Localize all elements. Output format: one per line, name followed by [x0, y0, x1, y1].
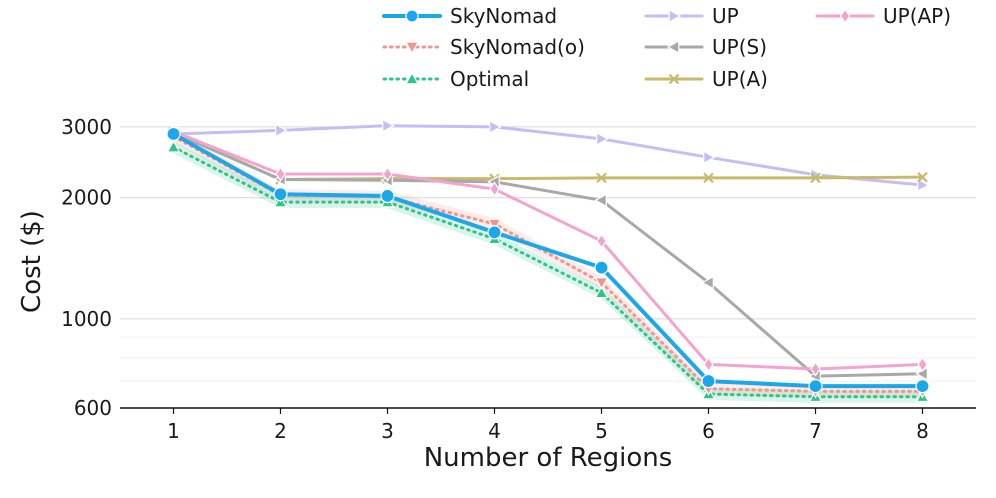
- point-skynomad-o: [487, 218, 502, 232]
- x-tick-label: 7: [809, 419, 822, 443]
- point-skynomad: [487, 225, 502, 240]
- point-up-ap: [382, 166, 393, 182]
- point-up-a: [810, 172, 821, 184]
- point-skynomad: [701, 373, 716, 389]
- line-up-s: [172, 131, 924, 378]
- point-up-a: [703, 172, 714, 184]
- point-skynomad: [594, 260, 609, 275]
- legend-label-skynomad: SkyNomad: [450, 4, 557, 28]
- point-up: [489, 119, 502, 134]
- legend-label-up: UP: [712, 4, 739, 28]
- x-tick-label: 5: [595, 419, 608, 443]
- y-axis-label: Cost ($): [17, 210, 47, 313]
- y-tick-label: 600: [74, 396, 112, 420]
- point-up-s: [701, 275, 714, 290]
- legend-label-up-s: UP(S): [712, 35, 767, 59]
- legend-marker-up-a: [668, 73, 680, 85]
- line-skynomad: [171, 131, 925, 389]
- point-up-ap: [489, 181, 500, 197]
- x-marker-stroke: [810, 172, 821, 184]
- point-skynomad: [915, 379, 930, 394]
- x-marker-stroke: [668, 73, 680, 85]
- x-tick-label: 3: [381, 419, 394, 443]
- legend-marker-optimal: [404, 71, 420, 85]
- series-up: [168, 118, 930, 193]
- y-tick-label: 1000: [61, 307, 112, 331]
- x-marker-stroke: [917, 171, 928, 183]
- x-axis-label: Number of Regions: [424, 443, 673, 473]
- point-up-ap: [596, 233, 607, 249]
- series-layer: [166, 118, 930, 403]
- legend-item-optimal: Optimal: [382, 67, 529, 91]
- legend: SkyNomad SkyNomad(o) Optimal UP UP(S) UP(A) UP…: [382, 4, 951, 91]
- legend-marker-skynomad: [405, 9, 419, 23]
- legend-item-up: UP: [644, 4, 739, 28]
- y-tick-label: 2000: [61, 186, 112, 210]
- series-skynomad: [166, 126, 930, 394]
- legend-marker-skynomad-o: [404, 41, 420, 55]
- point-up: [917, 178, 930, 193]
- line-up-ap: [172, 130, 924, 371]
- point-up: [703, 150, 716, 165]
- legend-marker-up-ap: [839, 8, 851, 24]
- point-optimal: [594, 285, 609, 299]
- band-optimal: [173, 141, 923, 403]
- legend-label-optimal: Optimal: [450, 67, 529, 91]
- x-tick-label: 6: [702, 419, 715, 443]
- point-up-a: [596, 172, 607, 184]
- point-up-ap: [275, 166, 286, 182]
- point-up-ap: [810, 361, 821, 377]
- legend-item-up-ap: UP(AP): [815, 4, 951, 28]
- axis-layer: 1 2 3 4 5 6 7 8 600 1000 2000 3000: [61, 115, 976, 443]
- point-up: [382, 118, 395, 133]
- x-tick-label: 1: [167, 419, 180, 443]
- point-up-s: [594, 193, 607, 208]
- point-up-ap: [703, 356, 714, 373]
- legend-item-up-s: UP(S): [644, 35, 767, 59]
- legend-item-skynomad: SkyNomad: [382, 4, 557, 28]
- grid-layer: [120, 126, 976, 382]
- point-skynomad: [273, 187, 288, 202]
- point-up-a: [917, 171, 928, 183]
- line-skynomad-o: [172, 134, 924, 393]
- x-marker-stroke: [596, 172, 607, 184]
- x-tick-label: 8: [916, 419, 929, 443]
- point-up-ap: [917, 356, 928, 373]
- point-skynomad: [166, 126, 181, 142]
- legend-marker-up-s: [666, 39, 680, 55]
- legend-label-skynomad-o: SkyNomad(o): [450, 35, 585, 59]
- legend-label-up-ap: UP(AP): [883, 4, 951, 28]
- point-skynomad: [808, 379, 823, 394]
- point-up: [596, 131, 609, 146]
- legend-item-up-a: UP(A): [644, 67, 768, 91]
- point-skynomad-o: [594, 277, 609, 290]
- legend-label-up-a: UP(A): [712, 67, 768, 91]
- legend-marker-up: [668, 8, 682, 24]
- x-tick-label: 2: [274, 419, 287, 443]
- point-skynomad: [380, 188, 395, 204]
- line-up: [172, 124, 924, 187]
- y-tick-label: 3000: [61, 115, 112, 139]
- x-tick-label: 4: [488, 419, 501, 443]
- legend-item-skynomad-o: SkyNomad(o): [382, 35, 585, 59]
- point-up: [275, 123, 288, 138]
- point-optimal: [166, 139, 181, 153]
- x-marker-stroke: [703, 172, 714, 184]
- line-optimal: [172, 145, 924, 399]
